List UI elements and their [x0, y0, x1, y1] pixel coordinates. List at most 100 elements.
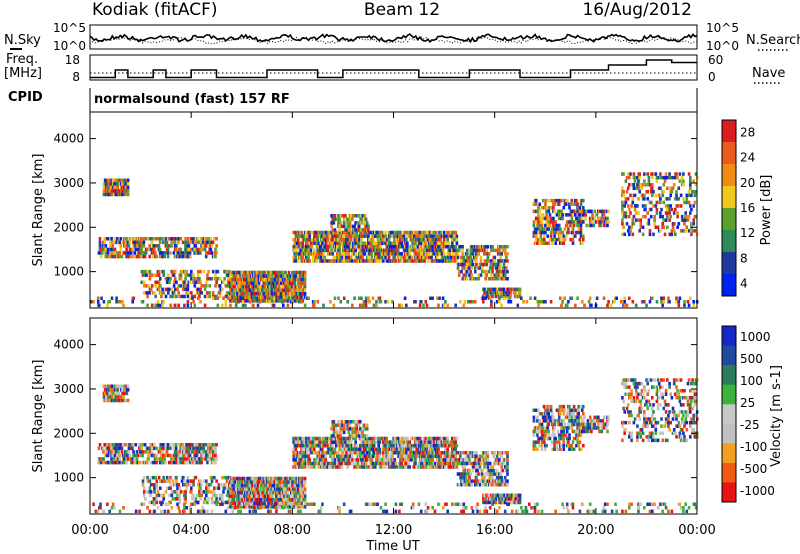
range-cell [211, 291, 215, 295]
range-cell [166, 446, 170, 451]
range-cell [622, 193, 625, 198]
range-cell [113, 384, 116, 388]
range-cell [314, 237, 317, 242]
range-cell [325, 259, 329, 263]
range-cell [116, 443, 119, 447]
range-cell [651, 183, 654, 187]
range-cell [486, 287, 490, 292]
range-cell [316, 451, 320, 455]
range-cell [110, 457, 113, 461]
range-cell [210, 479, 214, 483]
range-cell [540, 237, 544, 242]
range-cell [442, 230, 446, 235]
range-cell [656, 225, 660, 229]
range-cell [645, 183, 648, 187]
range-cell [175, 479, 178, 483]
range-cell [518, 294, 522, 299]
range-cell [402, 234, 406, 238]
range-cell [303, 490, 307, 495]
range-cell [111, 244, 114, 248]
range-cell [669, 186, 672, 190]
range-cell [437, 245, 440, 249]
range-cell [106, 247, 110, 252]
range-cell [168, 237, 171, 241]
range-cell [347, 447, 351, 451]
range-cell [147, 457, 150, 461]
range-cell [307, 447, 310, 451]
range-cell [403, 259, 407, 263]
range-cell [505, 266, 508, 270]
range-cell [501, 266, 505, 270]
range-cell [453, 252, 456, 256]
range-cell [445, 241, 448, 245]
range-cell [178, 486, 182, 490]
range-cell [538, 209, 541, 214]
range-cell [540, 241, 544, 245]
noise-panel [89, 24, 698, 50]
range-cell [233, 288, 237, 292]
range-cell [126, 240, 129, 245]
range-cell [357, 245, 361, 249]
range-cell [686, 300, 690, 304]
range-cell [400, 234, 403, 238]
range-cell [301, 443, 305, 448]
range-cell [399, 259, 402, 263]
range-cell [455, 241, 459, 245]
range-cell [206, 500, 209, 505]
range-cell [113, 182, 116, 186]
range-cell [191, 450, 194, 454]
range-cell [198, 493, 201, 498]
range-cell [196, 269, 200, 274]
range-cell [98, 244, 102, 248]
range-cell [486, 255, 490, 260]
range-cell [194, 497, 198, 501]
range-cell [439, 237, 443, 242]
range-cell [153, 486, 156, 490]
range-cell [190, 486, 193, 490]
range-cell [419, 245, 423, 249]
range-cell [135, 457, 139, 461]
range-cell [230, 487, 233, 491]
range-cell [601, 220, 605, 224]
range-cell [387, 248, 391, 253]
range-cell [666, 225, 669, 229]
range-cell [636, 175, 639, 180]
range-cell [179, 237, 183, 241]
range-cell [127, 254, 131, 259]
range-cell [555, 213, 559, 217]
range-cell [194, 244, 198, 248]
range-cell [98, 443, 102, 447]
range-cell [694, 190, 698, 194]
range-cell [625, 190, 629, 194]
range-cell [498, 248, 501, 253]
range-cell [272, 296, 276, 300]
range-cell [174, 244, 178, 248]
range-cell [185, 291, 188, 295]
range-cell [552, 220, 555, 224]
range-cell [140, 240, 143, 245]
range-cell [506, 269, 509, 274]
range-cell [571, 202, 575, 206]
range-cell [660, 207, 663, 212]
range-cell [159, 303, 162, 308]
range-cell [328, 436, 331, 441]
range-cell [571, 220, 575, 224]
range-cell [503, 273, 507, 277]
range-cell [111, 453, 114, 458]
range-cell [294, 440, 298, 444]
range-cell [340, 214, 344, 218]
range-cell [225, 294, 229, 299]
range-cell [181, 240, 185, 245]
range-cell [318, 440, 322, 444]
range-cell [127, 244, 131, 248]
range-cell [250, 288, 254, 292]
range-cell [547, 220, 551, 224]
range-cell [540, 300, 544, 304]
range-cell [102, 300, 106, 304]
range-cell [646, 211, 649, 215]
range-cell [110, 296, 114, 300]
range-cell [561, 230, 564, 235]
range-cell [672, 183, 676, 187]
range-cell [159, 277, 162, 281]
range-cell [184, 500, 187, 505]
